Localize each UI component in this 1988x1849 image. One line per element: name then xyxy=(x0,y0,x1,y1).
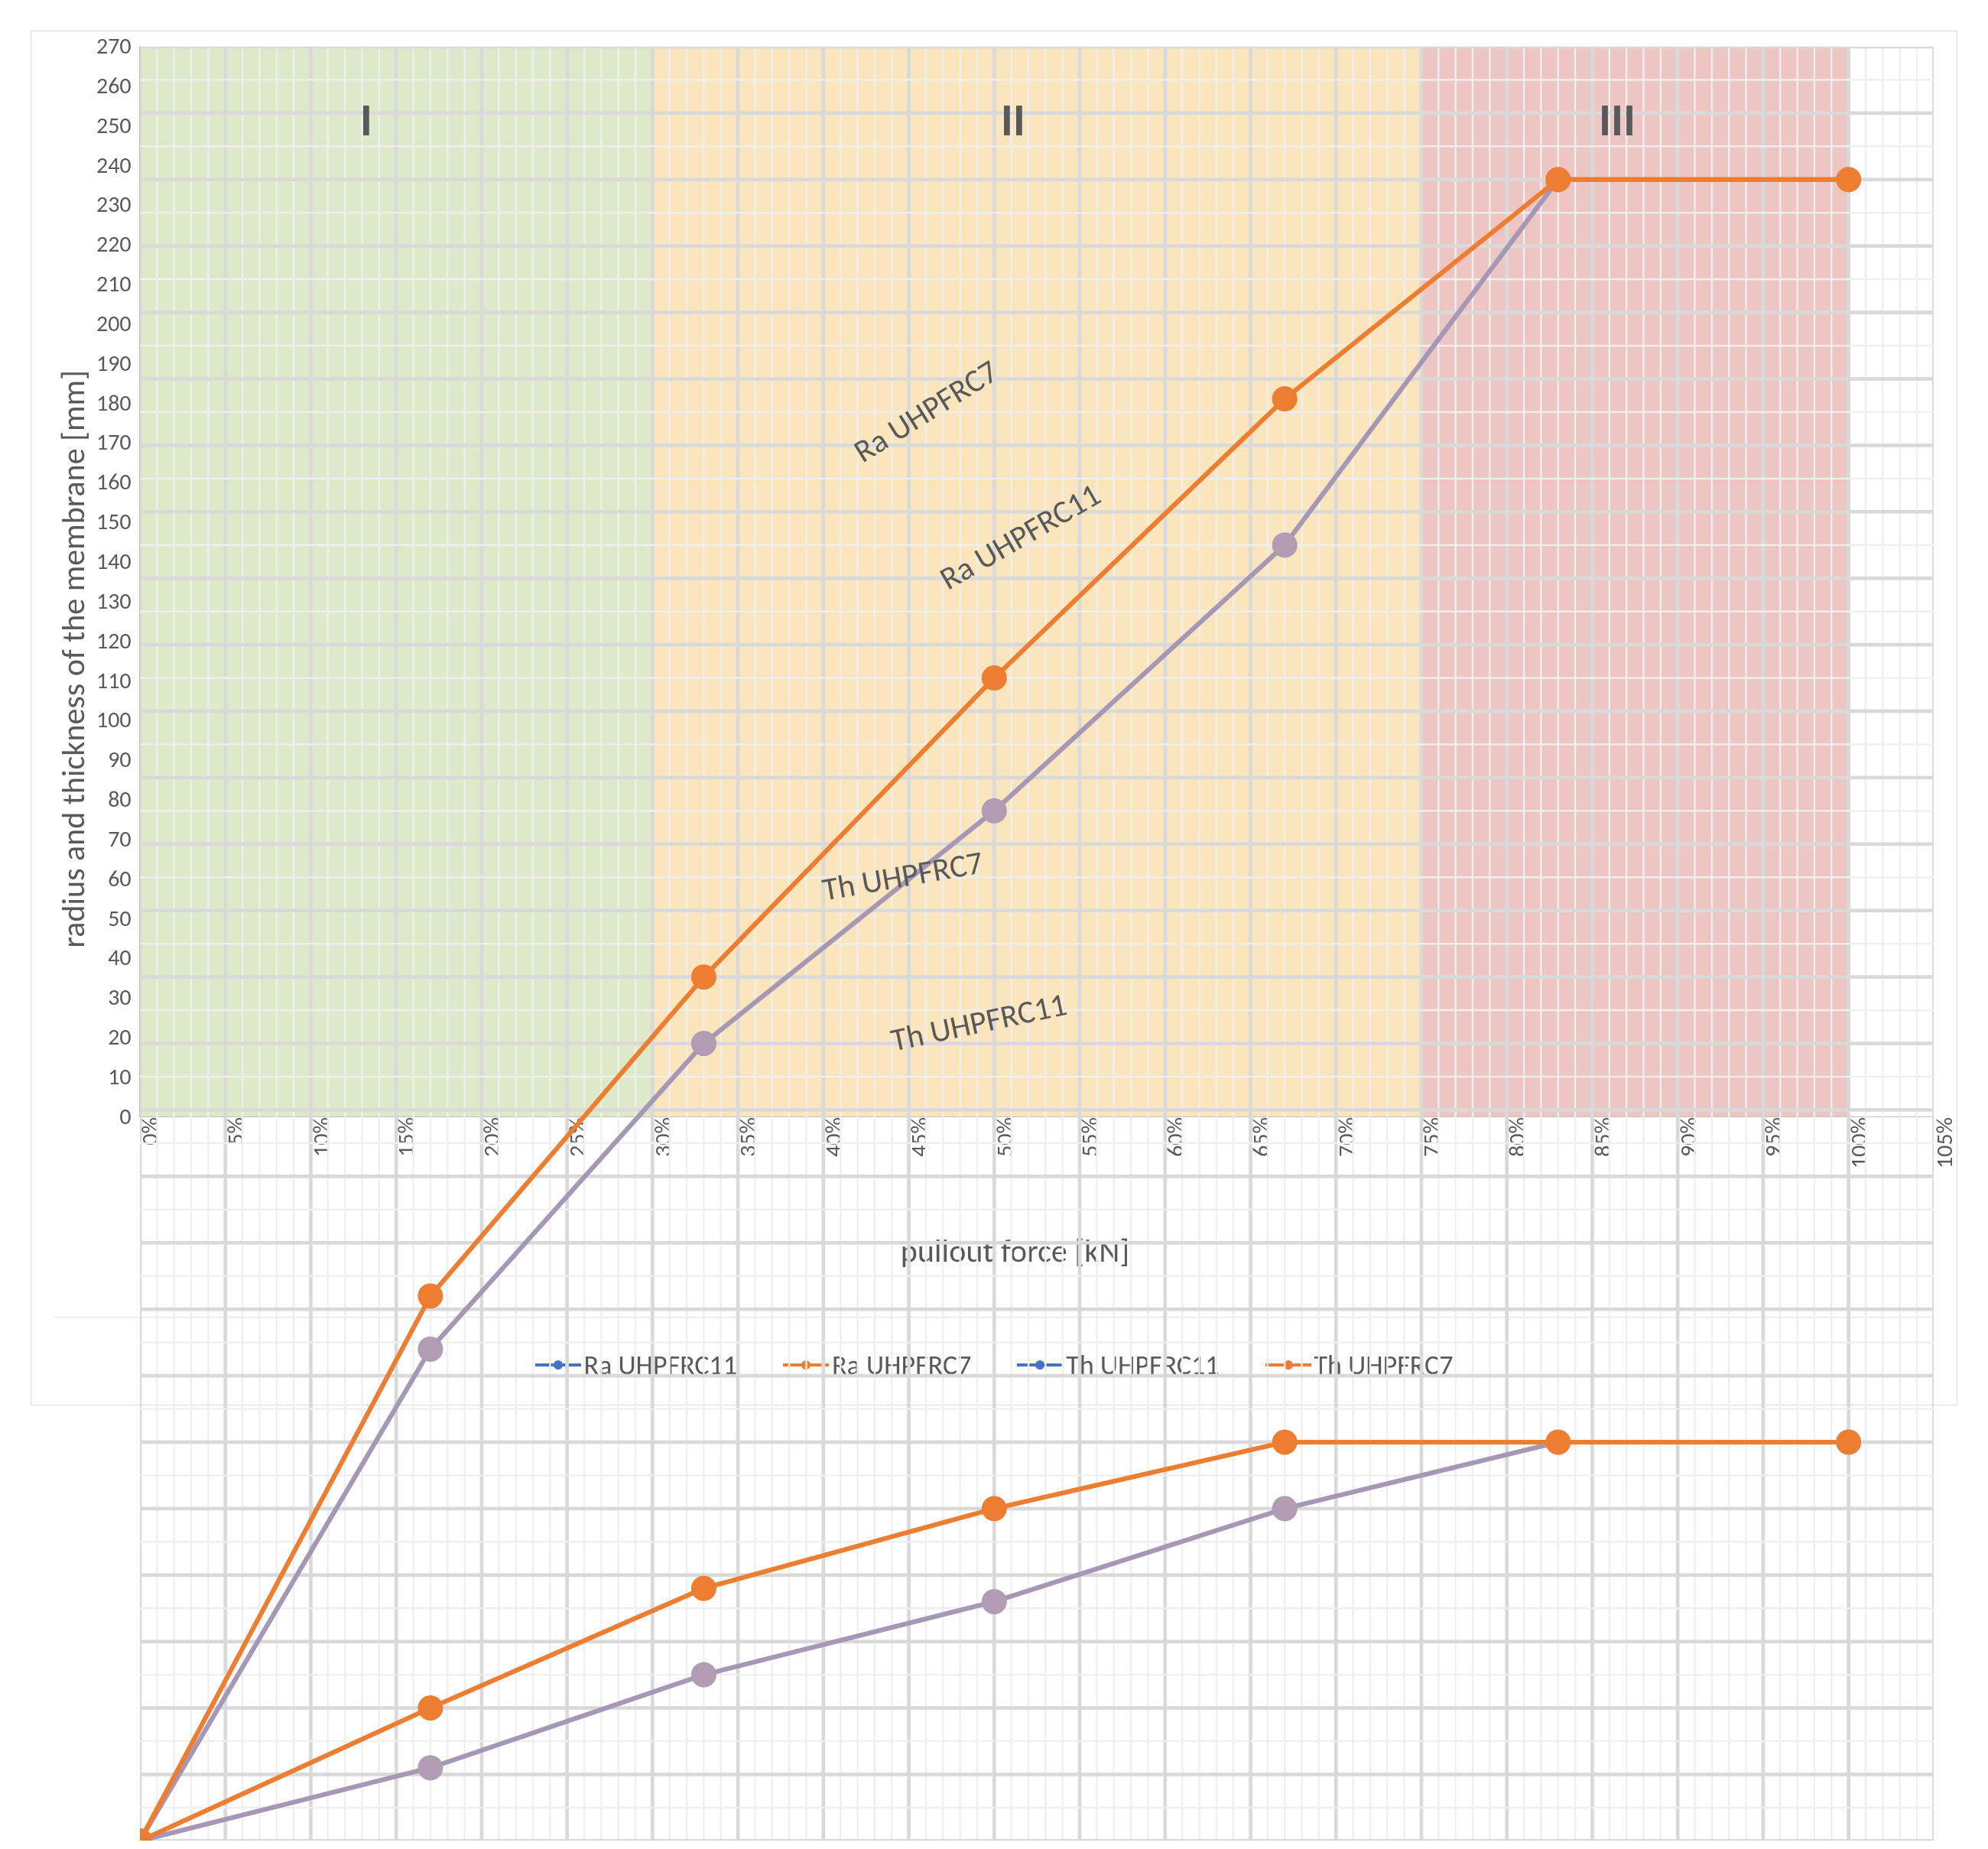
zone-label: I xyxy=(360,93,372,148)
zone-label: III xyxy=(1599,93,1636,148)
y-axis-label: radius and thickness of the membrane [mm… xyxy=(54,370,93,948)
plot-column: 0102030405060708090100110120130140150160… xyxy=(96,47,1934,1271)
plot-wrapper: radius and thickness of the membrane [mm… xyxy=(54,47,1934,1271)
plot-area: IIIIII Ra UHPFRC7Ra UHPFRC11Th UHPFRC7Th… xyxy=(139,47,1934,1117)
data-series xyxy=(140,47,1934,1841)
y-axis-label-wrap: radius and thickness of the membrane [mm… xyxy=(54,47,96,1271)
y-axis-ticks: 0102030405060708090100110120130140150160… xyxy=(96,47,139,1117)
plot-row: 0102030405060708090100110120130140150160… xyxy=(96,47,1934,1117)
zone-label: II xyxy=(1001,93,1025,148)
chart-container: radius and thickness of the membrane [mm… xyxy=(31,31,1957,1405)
